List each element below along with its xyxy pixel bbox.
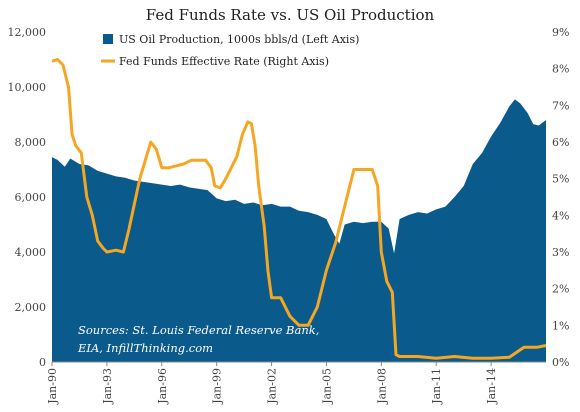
y-axis-right: 0% 1% 2% 3% 4% 5% 6% 7% 8% 9%: [552, 26, 569, 369]
x-tick-label: Jan-14: [485, 368, 498, 405]
y-right-tick-label: 0%: [552, 356, 569, 369]
chart-title: Fed Funds Rate vs. US Oil Production: [146, 6, 435, 24]
legend-label-oil: US Oil Production, 1000s bbls/d (Left Ax…: [119, 33, 359, 46]
y-right-tick-label: 3%: [552, 246, 569, 259]
y-right-tick-label: 1%: [552, 319, 569, 332]
y-right-tick-label: 7%: [552, 99, 569, 112]
x-tick-label: Jan-99: [211, 368, 224, 405]
y-left-tick-label: 10,000: [8, 81, 47, 94]
legend-swatch-oil: [103, 34, 113, 44]
y-left-tick-label: 6,000: [15, 191, 47, 204]
y-left-tick-label: 2,000: [15, 301, 47, 314]
fed-funds-line: [51, 58, 547, 360]
y-right-tick-label: 9%: [552, 26, 569, 39]
oil-production-area: [52, 99, 546, 363]
y-right-tick-label: 5%: [552, 173, 569, 186]
x-tick-label: Jan-93: [101, 368, 114, 405]
y-right-tick-label: 6%: [552, 136, 569, 149]
x-tick-label: Jan-96: [156, 368, 169, 405]
source-annotation: Sources: St. Louis Federal Reserve Bank,…: [77, 323, 319, 355]
legend: US Oil Production, 1000s bbls/d (Left Ax…: [101, 33, 359, 68]
x-tick-label: Jan-90: [46, 368, 59, 405]
oil-area-layer: [52, 99, 546, 363]
legend-label-fed: Fed Funds Effective Rate (Right Axis): [119, 55, 329, 68]
y-left-tick-label: 0: [39, 356, 46, 369]
fed-line-layer: [51, 58, 547, 360]
x-tick-label: Jan-02: [266, 368, 279, 405]
y-axis-left: 0 2,000 4,000 6,000 8,000 10,000 12,000: [8, 26, 47, 369]
y-left-tick-label: 8,000: [15, 136, 47, 149]
x-tick-label: Jan-11: [430, 368, 443, 405]
source-line-2: EIA, InfillThinking.com: [77, 341, 213, 355]
y-left-tick-label: 12,000: [8, 26, 47, 39]
x-axis: Jan-90 Jan-93 Jan-96 Jan-99 Jan-02 Jan-05 Jan-…: [46, 361, 546, 405]
x-tick-label: Jan-08: [375, 368, 388, 405]
y-right-tick-label: 8%: [552, 63, 569, 76]
source-line-1: Sources: St. Louis Federal Reserve Bank,: [78, 323, 319, 337]
y-right-tick-label: 4%: [552, 209, 569, 222]
y-right-tick-label: 2%: [552, 283, 569, 296]
y-left-tick-label: 4,000: [15, 246, 47, 259]
x-tick-label: Jan-05: [320, 368, 333, 405]
